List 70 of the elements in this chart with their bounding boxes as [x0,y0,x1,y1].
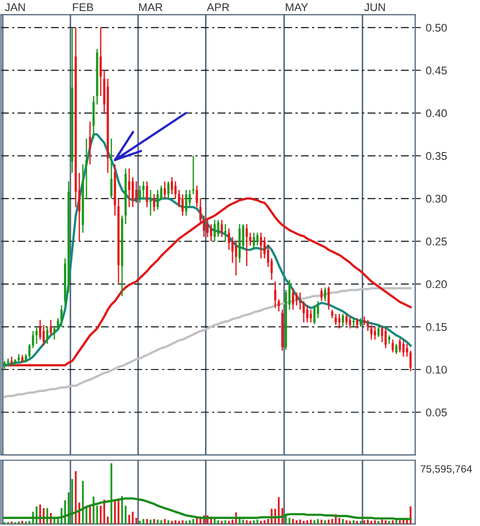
candlestick [196,185,198,208]
y-tick-label: 0.20 [426,280,447,288]
text: 75,595,764 [420,465,472,474]
candlestick [202,215,206,238]
candlestick [328,286,330,310]
y-tick-label: 0.05 [426,408,447,416]
x-tick-label: JAN [4,3,25,12]
candlestick [306,304,308,324]
candlestick [342,313,344,328]
y-tick-label: 0.45 [426,66,447,74]
x-tick-label: JUN [364,3,385,12]
candlestick [313,304,316,325]
x-tick-label: MAR [139,3,162,12]
candlestick [88,120,92,165]
y-tick-label: 0.30 [426,194,447,203]
y-tick-label: 0.50 [426,24,447,32]
candlestick [217,219,220,238]
candlestick [214,219,216,242]
candlestick [146,180,148,208]
candlestick [234,240,238,276]
y-tick-label: 0.10 [426,366,447,374]
candlestick [366,319,369,332]
candlestick [46,326,48,344]
candlestick [156,189,159,210]
candlestick [135,180,138,204]
candlestick [292,288,294,310]
candlestick [92,95,95,140]
candlestick [174,180,177,200]
x-tick-label: MAY [286,3,308,12]
x-tick-label: FEB [72,3,94,12]
candlestick [345,313,348,326]
candlestick [310,309,312,324]
candlestick [220,219,223,238]
candlestick [334,313,337,326]
candlestick [392,338,394,354]
candlestick [42,324,45,346]
candlestick [149,189,152,216]
candlestick [188,189,191,208]
candlestick [246,224,248,267]
candlestick [35,326,38,344]
candlestick [409,350,412,372]
candlestick [85,138,88,200]
candlestick [28,343,31,358]
y-tick-label: 0.40 [426,109,447,118]
candlestick [338,313,340,330]
candlestick [185,189,188,216]
candlestick [406,343,408,358]
x-tick-label: APR [206,3,230,12]
line-series [3,197,412,366]
candlestick [60,304,63,328]
candlestick [252,232,255,250]
candlestick [164,180,166,200]
candlestick [228,228,230,250]
y-tick-label: 0.35 [426,152,447,160]
candlestick [167,180,170,200]
y-tick-label: 0.15 [426,323,447,331]
candlestick [374,326,376,340]
candlestick [182,194,184,216]
candlestick [128,168,130,208]
candlestick [395,343,398,355]
candlestick [370,324,372,340]
candlestick [295,292,298,306]
candlestick [256,232,259,246]
candlestick [274,280,276,309]
candlestick [377,324,380,338]
y-tick-label: 0.25 [426,238,447,246]
candlestick [142,180,145,200]
line-series [3,133,412,366]
candlestick [110,138,112,200]
candlestick [50,319,52,336]
